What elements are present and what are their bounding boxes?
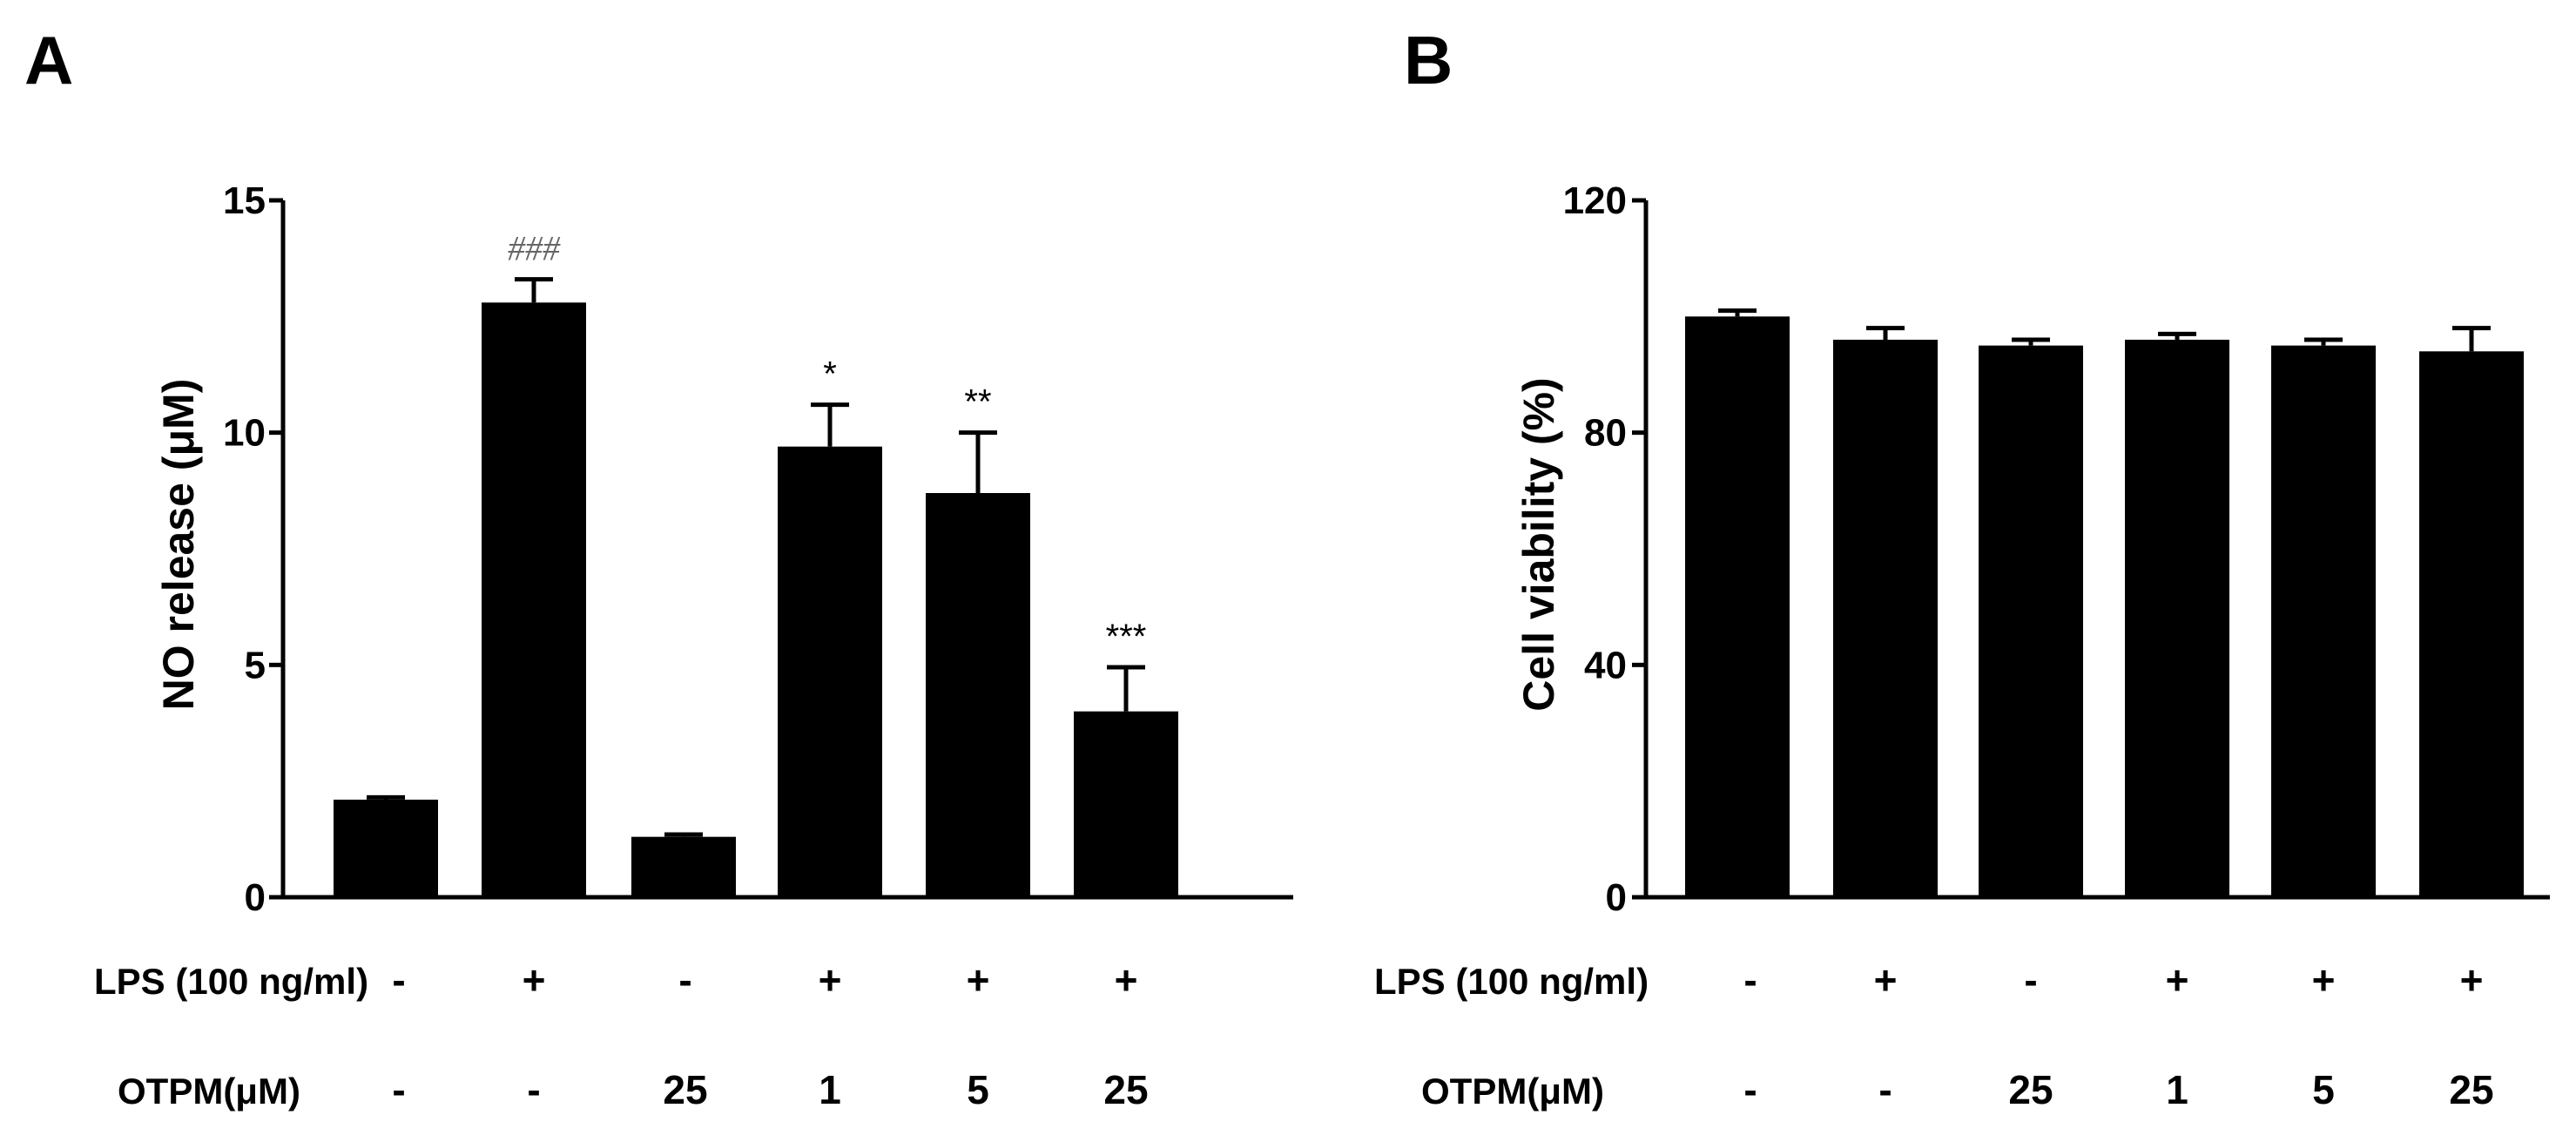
panel-a-condition-rows: - + - + + + - - 25 1 5 25: [392, 957, 1148, 1112]
otpm-condition-value: 5: [967, 1067, 989, 1112]
lps-condition-value: -: [1743, 957, 1757, 1003]
otpm-condition-value: 25: [663, 1067, 707, 1112]
y-tick-label: 0: [1606, 876, 1627, 919]
y-tick-label: 15: [223, 179, 266, 222]
panel-b-lps-label: LPS (100 ng/ml): [1374, 961, 1649, 1002]
otpm-condition-value: -: [1743, 1067, 1757, 1112]
significance-label: ***: [1106, 618, 1147, 656]
otpm-condition-value: 25: [2449, 1067, 2493, 1112]
panel-a-letter: A: [24, 22, 73, 98]
panel-a-lps-label: LPS (100 ng/ml): [94, 961, 368, 1002]
panel-a-ylabel: NO release (μM): [154, 379, 203, 711]
panel-b-otpm-label: OTPM(μM): [1421, 1071, 1604, 1112]
bar: [926, 493, 1030, 897]
panel-a-otpm-label: OTPM(μM): [118, 1071, 300, 1112]
lps-condition-value: +: [967, 957, 990, 1003]
lps-condition-value: -: [678, 957, 691, 1003]
bar: [778, 446, 882, 897]
otpm-condition-value: 1: [819, 1067, 841, 1112]
bar: [334, 800, 438, 897]
otpm-condition-value: -: [392, 1067, 405, 1112]
lps-condition-value: +: [1115, 957, 1138, 1003]
y-tick-label: 10: [223, 412, 266, 455]
significance-label: ###: [508, 229, 561, 268]
otpm-condition-value: 5: [2312, 1067, 2335, 1112]
lps-condition-value: -: [2024, 957, 2037, 1003]
y-tick-label: 5: [245, 644, 266, 686]
significance-label: **: [964, 383, 991, 422]
bar: [1833, 340, 1938, 897]
bar: [482, 302, 586, 897]
otpm-condition-value: 25: [2008, 1067, 2053, 1112]
panel-a: A NO release (μM) LPS (100 ng/ml) OTPM(μ…: [24, 22, 1293, 1112]
panel-b-ylabel: Cell viability (%): [1514, 377, 1563, 711]
panel-b-plot: 0 40 80 120: [1563, 179, 2550, 919]
y-tick-label: 120: [1563, 179, 1627, 222]
bar: [1979, 345, 2083, 898]
y-tick-label: 40: [1584, 644, 1627, 686]
lps-condition-value: +: [523, 957, 546, 1003]
otpm-condition-value: 1: [2166, 1067, 2188, 1112]
bar: [2125, 340, 2229, 897]
lps-condition-value: +: [2312, 957, 2336, 1003]
lps-condition-value: +: [2460, 957, 2484, 1003]
bar: [1685, 316, 1790, 897]
panel-b-condition-rows: - + - + + + - - 25 1 5 25: [1743, 957, 2493, 1112]
panel-b-letter: B: [1404, 22, 1453, 98]
otpm-condition-value: -: [1878, 1067, 1892, 1112]
lps-condition-value: +: [2166, 957, 2189, 1003]
bar: [2271, 345, 2376, 898]
lps-condition-value: -: [392, 957, 405, 1003]
lps-condition-value: +: [1874, 957, 1898, 1003]
bar: [2419, 351, 2524, 897]
y-tick-label: 80: [1584, 412, 1627, 455]
lps-condition-value: +: [819, 957, 842, 1003]
significance-label: *: [823, 355, 837, 394]
otpm-condition-value: 25: [1103, 1067, 1148, 1112]
y-tick-label: 0: [245, 876, 266, 919]
bar: [1074, 711, 1178, 897]
panel-b: B Cell viability (%) LPS (100 ng/ml) OTP…: [1374, 22, 2550, 1112]
otpm-condition-value: -: [527, 1067, 540, 1112]
bar: [631, 836, 736, 897]
